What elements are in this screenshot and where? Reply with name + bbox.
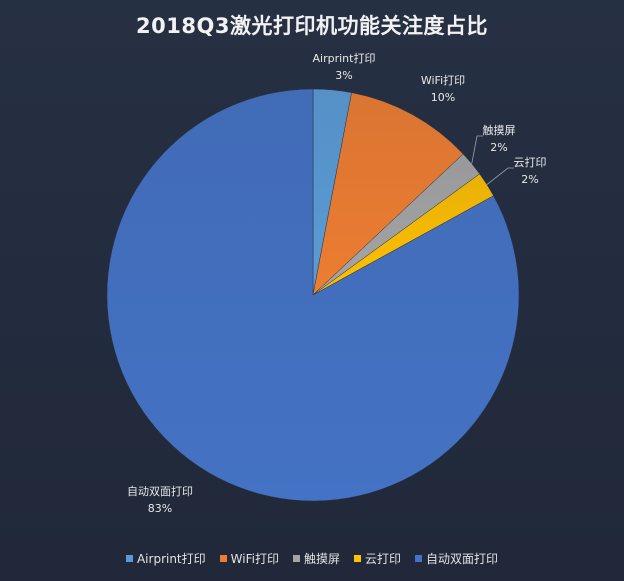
slice-label-3: 云打印 <box>514 155 547 169</box>
legend-item-0: Airprint打印 <box>125 550 206 567</box>
pie-chart: Airprint打印 3% WiFi打印 10% 触摸屏 2% 云打印 2% 自动双面打印 83% <box>106 51 547 515</box>
legend-label: 自动双面打印 <box>426 552 499 566</box>
slice-value-label-0: 3% <box>335 69 352 82</box>
legend-swatch <box>292 555 300 562</box>
legend: Airprint打印 WiFi打印 触摸屏 云打印 自动双面打印 <box>0 550 624 567</box>
slice-label-1: WiFi打印 <box>421 73 465 87</box>
legend-item-2: 触摸屏 <box>292 550 340 567</box>
legend-item-4: 自动双面打印 <box>415 550 498 567</box>
legend-swatch <box>219 555 227 562</box>
leader-line-2 <box>471 135 483 164</box>
legend-swatch <box>415 555 422 562</box>
legend-label: Airprint打印 <box>136 552 206 566</box>
slice-label-2: 触摸屏 <box>483 123 516 137</box>
pie-slice-1 <box>312 92 464 296</box>
slice-value-label-1: 10% <box>431 91 455 104</box>
leader-line-3 <box>486 167 514 185</box>
slice-label-4: 自动双面打印 <box>127 484 193 498</box>
legend-swatch <box>353 555 361 562</box>
chart-title: 2018Q3激光打印机功能关注度占比 <box>136 14 488 38</box>
legend-item-3: 云打印 <box>353 550 401 567</box>
slice-label-0: Airprint打印 <box>313 51 376 65</box>
pie-slices <box>106 88 520 502</box>
legend-label: WiFi打印 <box>230 552 279 566</box>
legend-item-1: WiFi打印 <box>219 550 279 567</box>
legend-label: 云打印 <box>364 552 401 566</box>
slice-value-label-4: 83% <box>148 502 172 515</box>
slice-value-label-2: 2% <box>490 141 507 154</box>
leader-lines <box>471 135 514 185</box>
legend-label: 触摸屏 <box>303 552 340 566</box>
pie-slice-4 <box>106 88 520 502</box>
slice-value-label-3: 2% <box>521 173 538 186</box>
data-labels: Airprint打印 3% WiFi打印 10% 触摸屏 2% 云打印 2% 自动双面打印 83% <box>127 51 547 515</box>
legend-swatch <box>125 555 133 562</box>
